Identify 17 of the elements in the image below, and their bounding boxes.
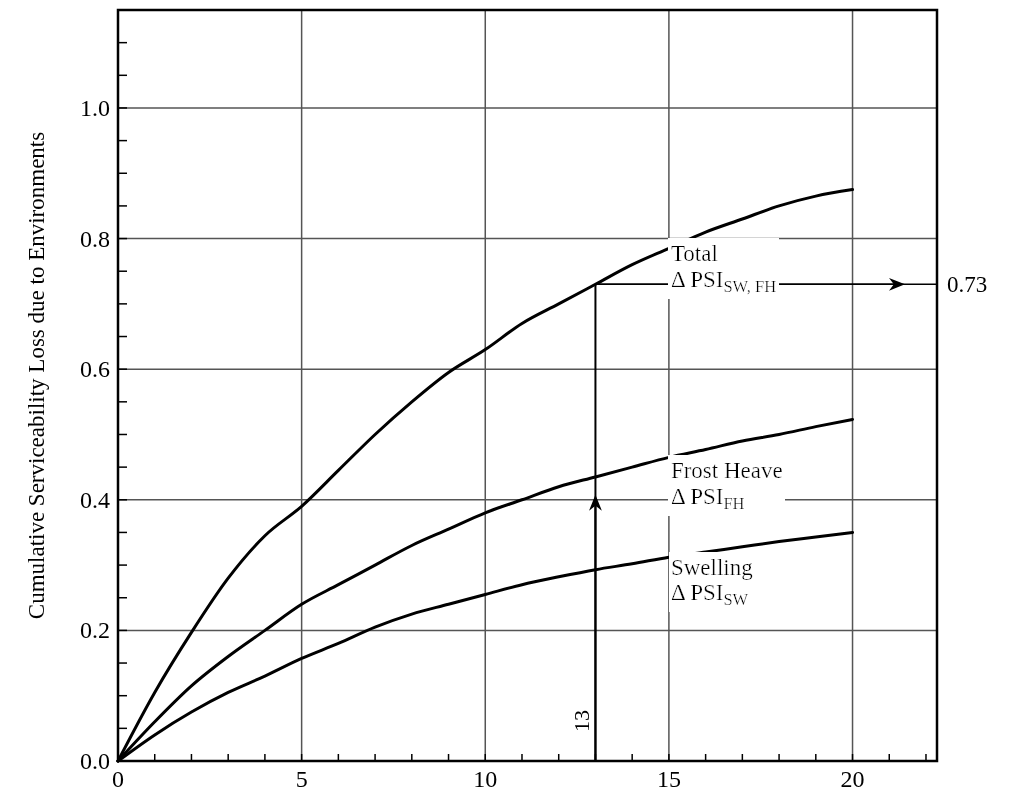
annotation: 13 <box>569 710 595 732</box>
y-axis-title: Cumulative Serviceability Loss due to Environments <box>24 131 49 620</box>
y-tick-label: 0.8 <box>80 225 110 252</box>
y-tick-label: 0.0 <box>80 748 110 774</box>
y-tick-label: 0.4 <box>80 486 110 513</box>
x-tick-label: 10 <box>473 766 498 792</box>
annotation: 0.73 <box>947 272 988 298</box>
x-tick-label: 0 <box>112 766 124 792</box>
x-tick-label: 20 <box>840 766 865 792</box>
x-tick-label: 5 <box>295 766 308 792</box>
series-label: Frost Heave Δ PSI$_{FH}$ <box>670 458 783 513</box>
y-tick-label: 0.2 <box>80 617 110 644</box>
y-tick-label: 1.0 <box>80 94 110 121</box>
y-tick-label: 0.6 <box>80 356 110 383</box>
x-tick-label: 15 <box>656 766 681 792</box>
series-label: Swelling Δ PSI$_{SW}$ <box>670 554 754 610</box>
series-label: Total Δ PSI$_{SW, FH}$ <box>670 241 777 296</box>
